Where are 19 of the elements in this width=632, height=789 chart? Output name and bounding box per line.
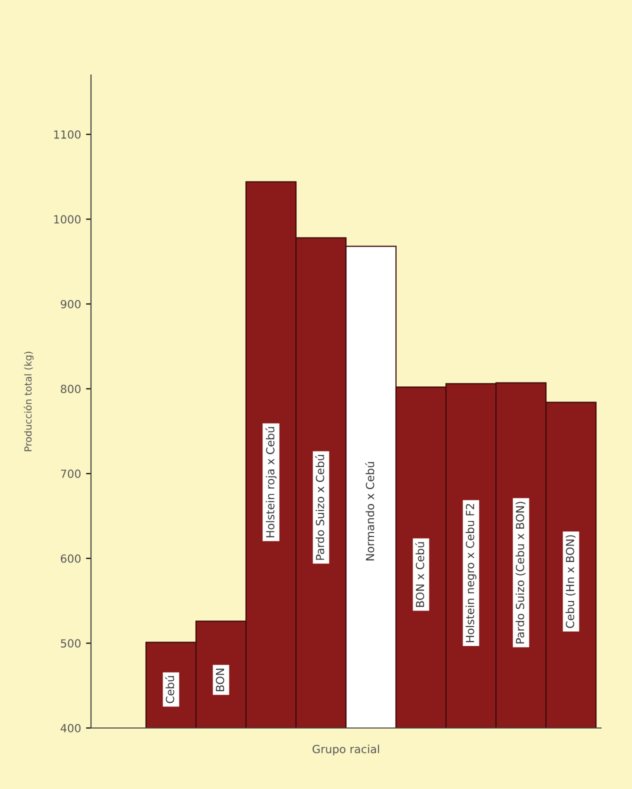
x-tick-label: BON x Cebú	[415, 542, 424, 607]
x-tick-label: Cebú	[165, 676, 174, 704]
y-tick-label: 700	[60, 470, 81, 478]
x-tick-label: Holstein negro x Cebu F2	[466, 504, 476, 642]
x-tick-label: Cebu (Hn x BON)	[566, 535, 576, 628]
y-tick-label: 800	[60, 384, 81, 394]
y-tick-label: 400	[60, 724, 81, 732]
y-axis-title: Producción total (kg)	[24, 352, 34, 452]
y-tick-label: 1100	[54, 130, 81, 139]
x-tick-label: Normando x Cebú	[365, 462, 374, 560]
x-axis-title: Grupo racial	[312, 744, 379, 756]
y-tick-label: 900	[60, 300, 81, 308]
y-tick-label: 600	[60, 554, 81, 563]
x-tick-label: Holstein roja x Cebú	[265, 427, 277, 538]
x-tick-label: Pardo Suizo (Cebu x BON)	[516, 502, 526, 644]
x-tick-label: BON	[216, 668, 224, 692]
y-tick-label: 500	[60, 639, 81, 648]
x-tick-label: Pardo Suizo x Cebú	[315, 454, 324, 560]
y-tick-label: 1000	[54, 215, 81, 224]
